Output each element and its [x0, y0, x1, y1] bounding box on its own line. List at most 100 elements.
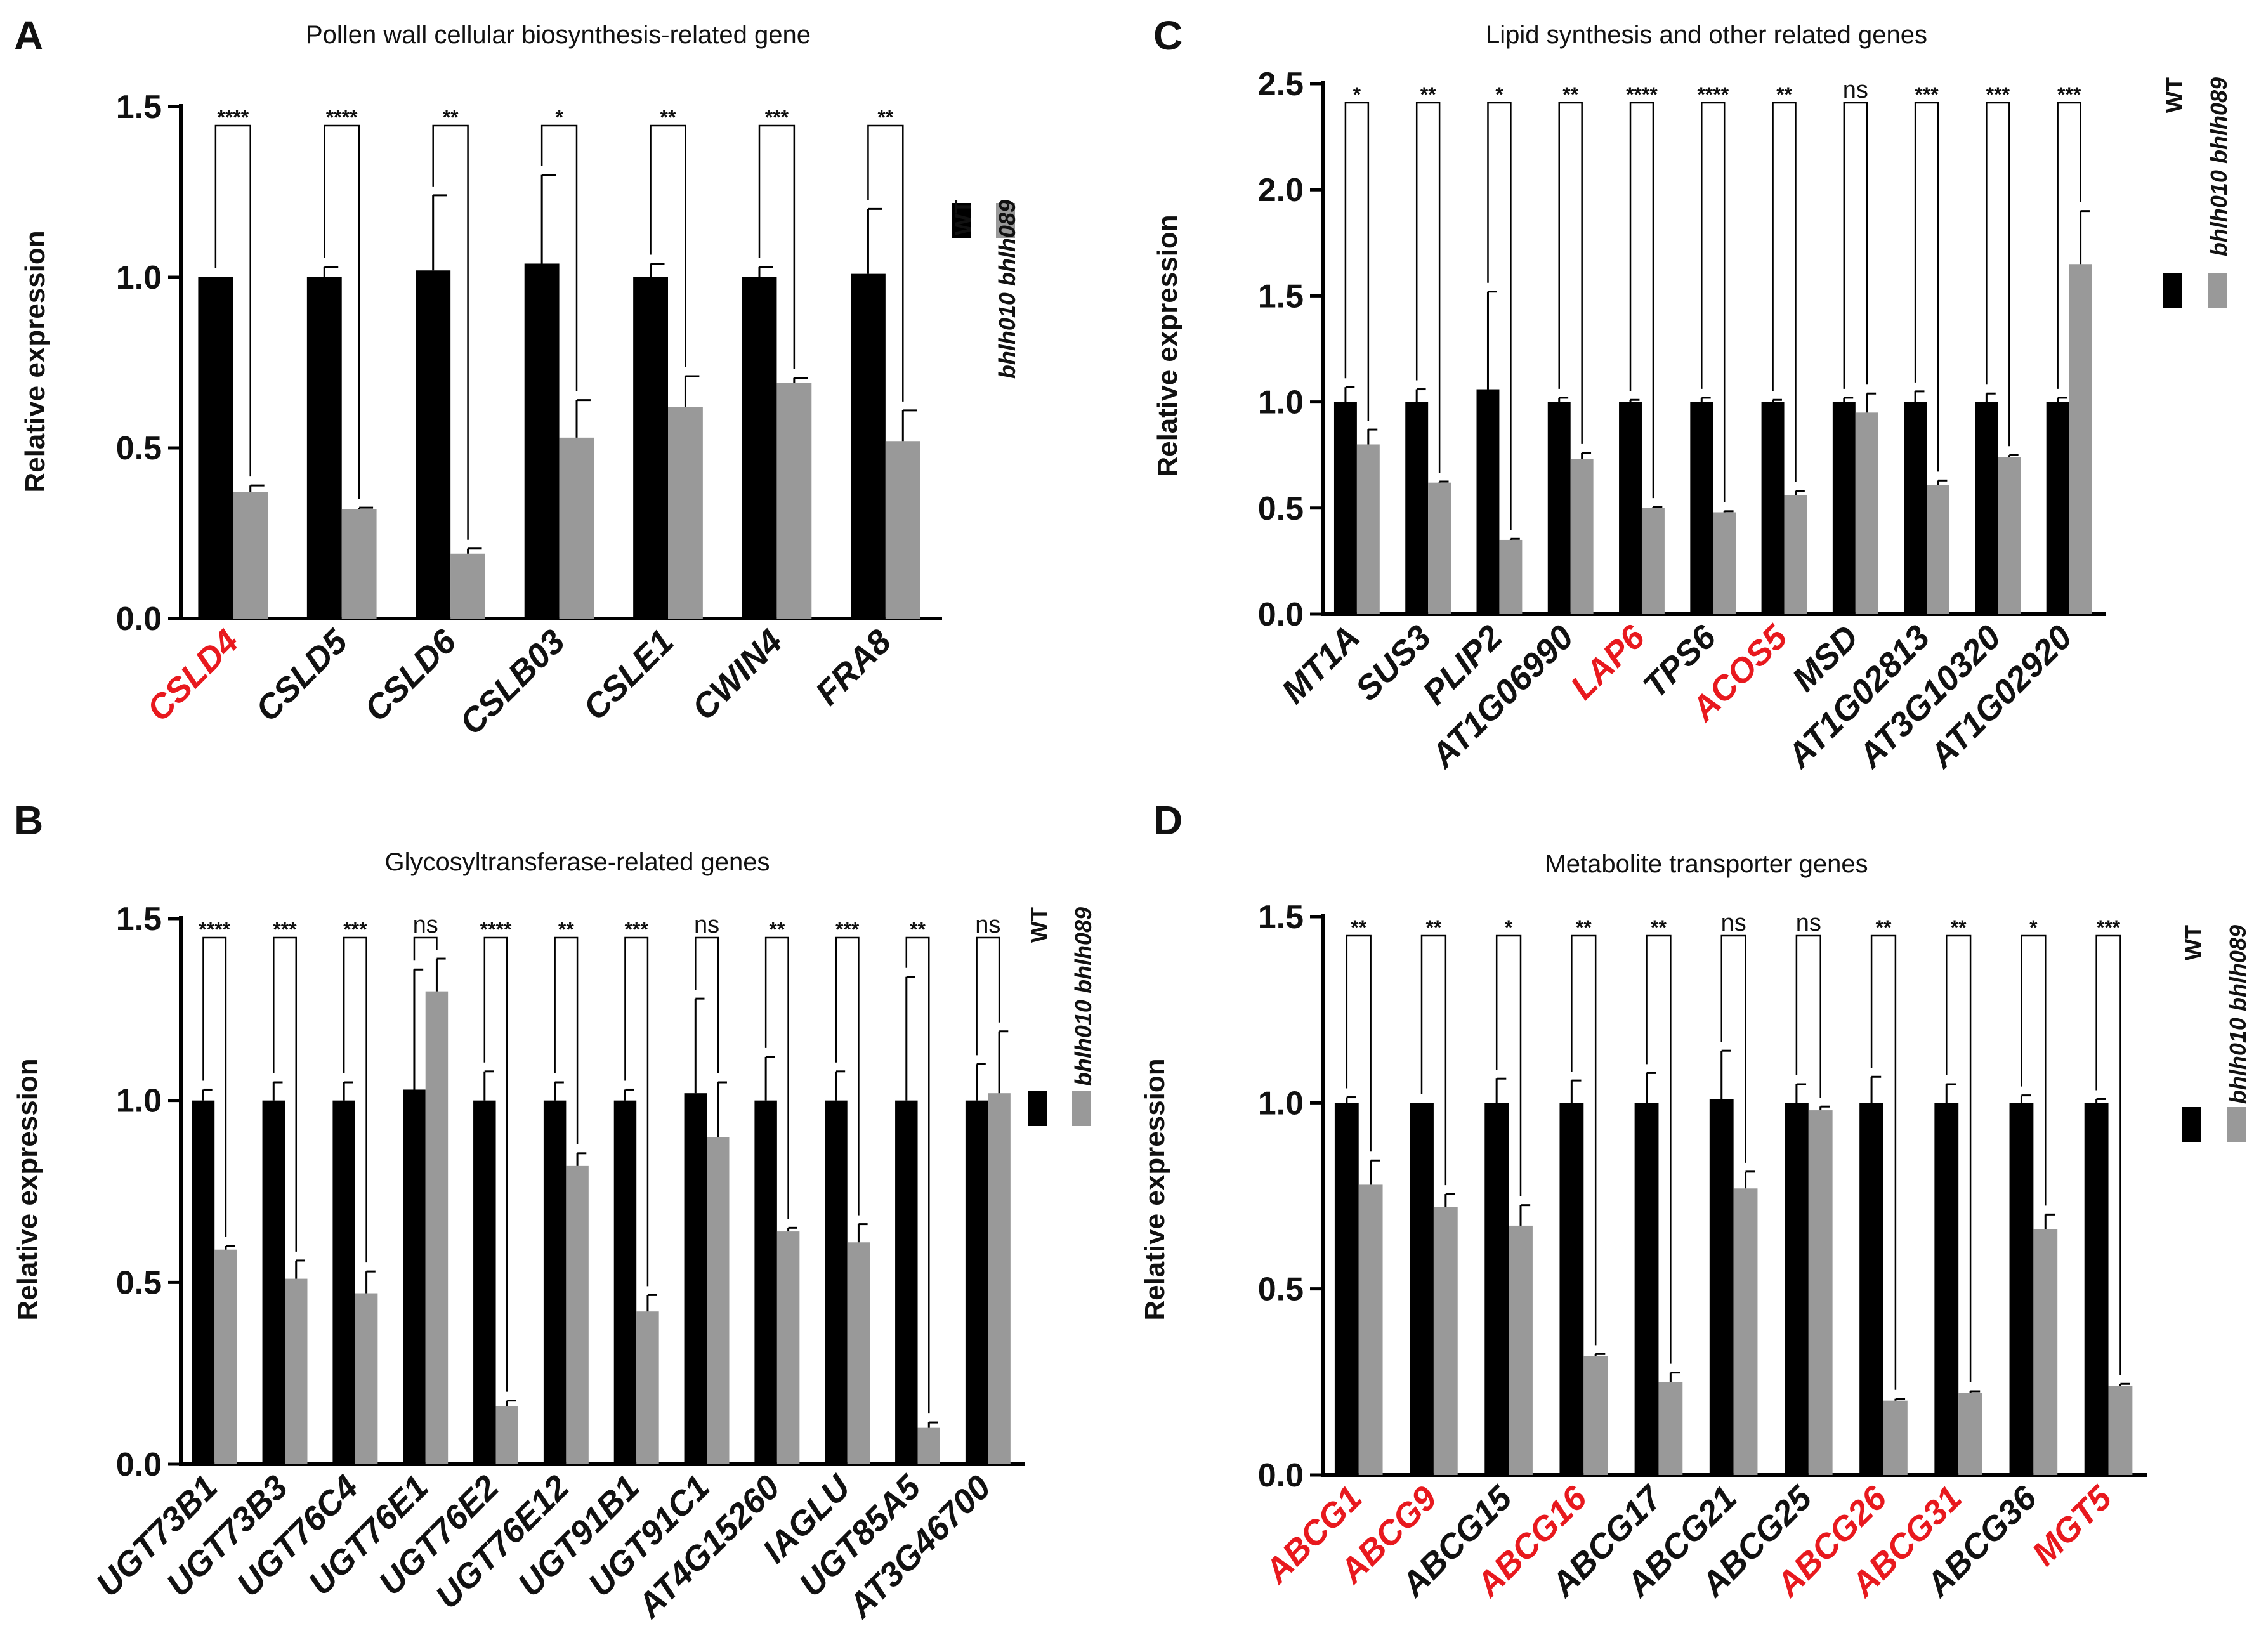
significance-label: * — [1495, 83, 1503, 106]
significance-label: ** — [1351, 916, 1366, 939]
significance-label: ns — [975, 912, 1000, 938]
bar-mutant — [1428, 482, 1451, 614]
significance-label: **** — [480, 918, 512, 941]
significance-bracket — [764, 936, 789, 1219]
y-tick-label: 0.0 — [116, 1446, 162, 1483]
significance-label: *** — [625, 918, 649, 941]
y-tick-label: 0.5 — [1258, 490, 1304, 527]
significance-bracket — [1495, 934, 1522, 1196]
legend-label-wt: WT — [1026, 907, 1052, 943]
bar-mutant — [1808, 1110, 1833, 1475]
significance-bracket — [1629, 102, 1654, 499]
significance-bracket — [540, 124, 578, 391]
significance-label: * — [1353, 83, 1361, 106]
y-tick-label: 1.0 — [116, 259, 162, 296]
bar-mutant — [566, 1165, 589, 1464]
panel-letter: A — [14, 13, 43, 58]
bar-wt — [473, 1100, 496, 1464]
bar-wt — [332, 1100, 355, 1464]
significance-label: * — [2029, 916, 2038, 939]
bar-wt — [825, 1100, 848, 1464]
bar-mutant — [450, 553, 485, 619]
y-tick-label: 2.0 — [1258, 172, 1304, 209]
legend-label-wt: WT — [2180, 925, 2206, 960]
significance-label: *** — [343, 918, 367, 941]
significance-bracket — [273, 936, 298, 1252]
bar-mutant — [1927, 485, 1949, 614]
bar-mutant — [1855, 412, 1878, 614]
significance-label: ** — [877, 106, 893, 129]
panel-letter: D — [1153, 797, 1182, 843]
significance-bracket — [624, 936, 649, 1287]
panel-title: Metabolite transporter genes — [1545, 850, 1868, 878]
significance-label: **** — [1697, 83, 1729, 106]
significance-label: ** — [769, 918, 785, 941]
bar-mutant — [1958, 1393, 1982, 1475]
bar-wt — [851, 273, 886, 619]
y-axis-label: Relative expression — [12, 1058, 43, 1320]
significance-bracket — [1415, 102, 1441, 473]
significance-bracket — [1870, 934, 1897, 1390]
significance-bracket — [976, 936, 1000, 1056]
bar-wt — [306, 277, 342, 619]
bar-mutant — [2069, 264, 2092, 614]
bar-mutant — [847, 1242, 870, 1464]
bar-mutant — [341, 509, 377, 619]
bar-wt — [1832, 402, 1856, 614]
legend-label-wt: WT — [950, 200, 976, 235]
legend-swatch-wt — [2163, 273, 2182, 308]
significance-label: *** — [1986, 83, 2010, 106]
significance-bracket — [1344, 102, 1370, 421]
bar-wt — [754, 1100, 777, 1464]
bar-wt — [1709, 1099, 1734, 1475]
significance-bracket — [1646, 934, 1672, 1364]
bar-wt — [895, 1100, 918, 1464]
significance-bracket — [214, 124, 251, 477]
bar-mutant — [1433, 1207, 1458, 1475]
significance-bracket — [1701, 102, 1726, 502]
y-tick-label: 0.5 — [116, 1264, 162, 1301]
bar-wt — [2084, 1103, 2109, 1475]
significance-bracket — [1986, 102, 2010, 447]
bar-mutant — [495, 1406, 518, 1464]
bar-wt — [1476, 389, 1500, 614]
legend-label-mutant: bhlh010 bhlh089 — [2225, 925, 2247, 1104]
significance-bracket — [324, 124, 360, 499]
significance-bracket — [1487, 102, 1512, 530]
bar-wt — [403, 1089, 426, 1464]
bar-wt — [524, 263, 560, 619]
significance-label: *** — [765, 106, 789, 129]
significance-label: *** — [835, 918, 860, 941]
bar-wt — [1761, 402, 1785, 614]
bar-wt — [1690, 402, 1713, 614]
significance-bracket — [2021, 934, 2047, 1206]
significance-label: ns — [694, 912, 719, 938]
significance-bracket — [432, 124, 469, 540]
legend-label-mutant: bhlh010 bhlh089 — [2206, 77, 2232, 256]
y-tick-label: 0.0 — [1258, 1457, 1304, 1494]
bar-wt — [1334, 1103, 1359, 1475]
panel-letter: B — [14, 797, 43, 843]
bar-mutant — [355, 1293, 378, 1464]
bar-wt — [1859, 1103, 1883, 1475]
significance-label: ** — [1425, 916, 1441, 939]
bar-mutant — [1509, 1225, 1533, 1475]
y-tick-label: 1.0 — [116, 1083, 162, 1120]
significance-label: **** — [199, 918, 230, 941]
bar-mutant — [885, 441, 920, 619]
y-tick-label: 1.5 — [1258, 899, 1304, 936]
bar-wt — [1634, 1103, 1659, 1475]
significance-bracket — [1843, 102, 1868, 389]
legend-label-wt: WT — [2161, 77, 2187, 113]
significance-bracket — [1720, 934, 1746, 1163]
legend-label-mutant: bhlh010 bhlh089 — [1070, 907, 1096, 1086]
significance-bracket — [2095, 934, 2121, 1375]
significance-bracket — [1946, 934, 1972, 1382]
significance-label: ns — [1721, 910, 1746, 936]
panel-title: Pollen wall cellular biosynthesis-relate… — [306, 21, 811, 49]
y-tick-label: 0.5 — [116, 430, 162, 467]
significance-label: *** — [2097, 916, 2121, 939]
panel-title: Glycosyltransferase-related genes — [385, 848, 770, 876]
significance-label: ns — [413, 912, 438, 938]
